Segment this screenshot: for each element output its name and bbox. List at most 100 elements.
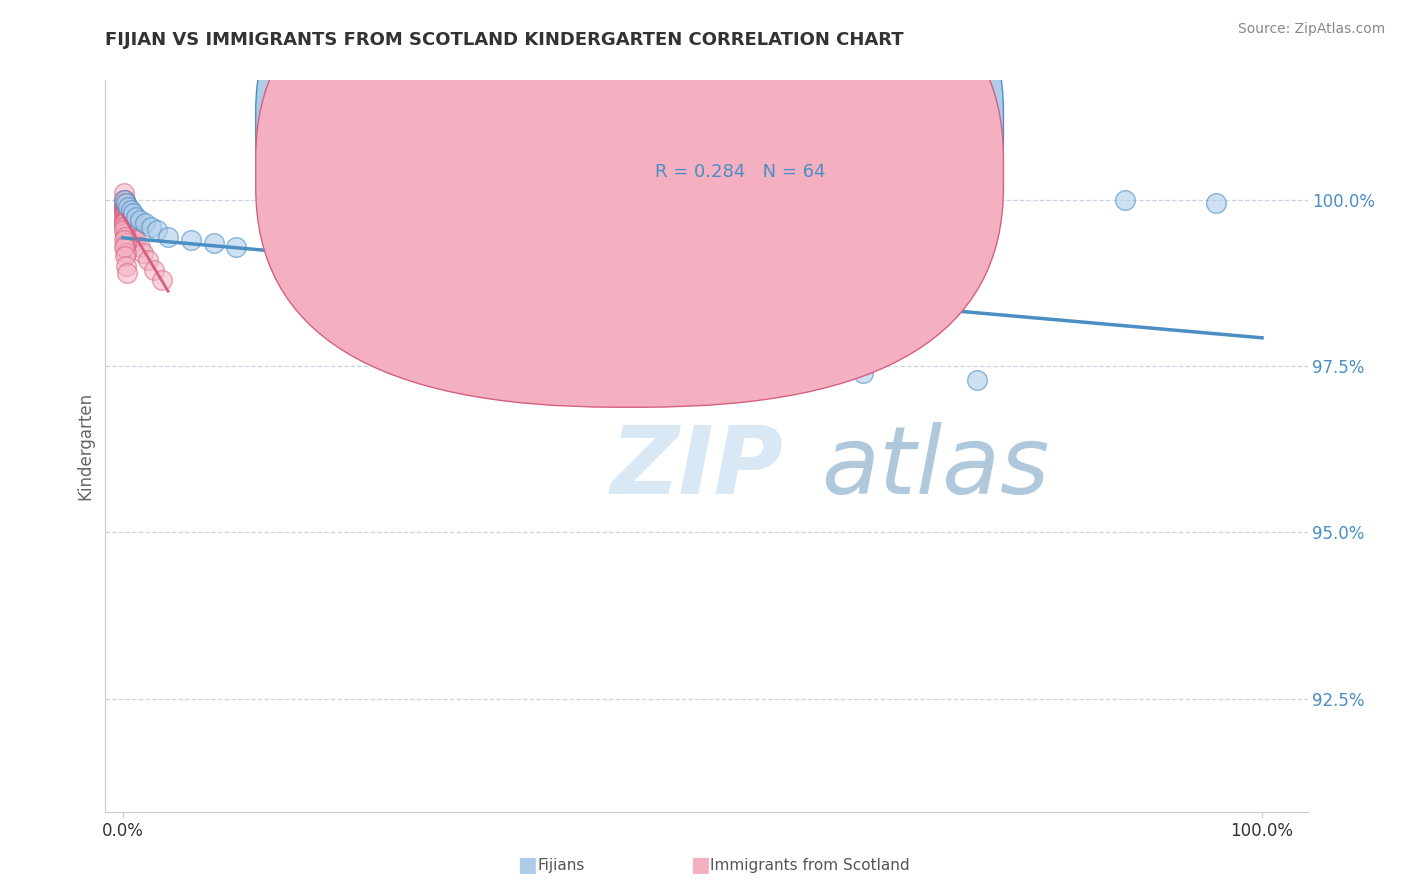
- Point: [125, 210, 148, 224]
- Point: [125, 233, 148, 247]
- Point: [117, 206, 139, 220]
- Point: [114, 193, 136, 207]
- Point: [121, 219, 143, 234]
- Point: [112, 216, 135, 230]
- Point: [852, 366, 875, 380]
- Point: [112, 202, 135, 217]
- Text: ZIP: ZIP: [610, 422, 783, 514]
- Text: R = 0.387   N = 25: R = 0.387 N = 25: [655, 118, 825, 136]
- Point: [1205, 196, 1227, 211]
- Point: [202, 236, 225, 251]
- Point: [112, 210, 135, 224]
- Point: [114, 200, 136, 214]
- Point: [115, 233, 138, 247]
- Point: [114, 229, 136, 244]
- Point: [122, 223, 145, 237]
- Point: [120, 219, 142, 234]
- Point: [114, 226, 136, 240]
- Point: [120, 213, 142, 227]
- Point: [112, 213, 135, 227]
- Point: [112, 216, 135, 230]
- Point: [966, 372, 988, 386]
- Point: [128, 239, 150, 253]
- Point: [128, 213, 150, 227]
- FancyBboxPatch shape: [256, 0, 1004, 362]
- Point: [112, 186, 135, 201]
- Point: [114, 202, 136, 217]
- Point: [115, 266, 138, 280]
- Point: [136, 252, 159, 267]
- Point: [157, 229, 180, 244]
- Point: [112, 206, 135, 220]
- Text: Immigrants from Scotland: Immigrants from Scotland: [710, 858, 910, 872]
- Point: [118, 216, 141, 230]
- Point: [738, 356, 761, 370]
- Text: atlas: atlas: [821, 423, 1049, 514]
- Point: [114, 196, 136, 211]
- Point: [115, 210, 138, 224]
- Point: [339, 293, 361, 307]
- Point: [115, 246, 138, 260]
- Point: [115, 202, 138, 217]
- Point: [121, 223, 143, 237]
- Point: [114, 239, 136, 253]
- Point: [1114, 193, 1136, 207]
- Point: [112, 193, 135, 207]
- FancyBboxPatch shape: [599, 95, 929, 211]
- Text: R = 0.284   N = 64: R = 0.284 N = 64: [655, 162, 825, 181]
- Point: [112, 239, 135, 253]
- Point: [117, 210, 139, 224]
- Point: [396, 310, 419, 324]
- Point: [145, 223, 167, 237]
- Point: [112, 200, 135, 214]
- Point: [121, 216, 143, 230]
- Point: [132, 246, 155, 260]
- Point: [122, 229, 145, 244]
- Point: [114, 250, 136, 264]
- Text: ■: ■: [690, 855, 710, 875]
- Point: [117, 200, 139, 214]
- Point: [112, 233, 135, 247]
- Point: [180, 233, 202, 247]
- Point: [112, 193, 135, 207]
- Point: [681, 352, 703, 367]
- FancyBboxPatch shape: [256, 0, 1004, 408]
- Text: Source: ZipAtlas.com: Source: ZipAtlas.com: [1237, 22, 1385, 37]
- Point: [112, 223, 135, 237]
- Point: [115, 210, 138, 224]
- Point: [121, 206, 143, 220]
- Text: FIJIAN VS IMMIGRANTS FROM SCOTLAND KINDERGARTEN CORRELATION CHART: FIJIAN VS IMMIGRANTS FROM SCOTLAND KINDE…: [105, 31, 904, 49]
- Point: [112, 196, 135, 211]
- Point: [453, 326, 475, 340]
- Point: [139, 219, 162, 234]
- Point: [115, 196, 138, 211]
- Point: [118, 210, 141, 224]
- Point: [115, 206, 138, 220]
- Point: [114, 202, 136, 217]
- Point: [294, 250, 316, 264]
- Point: [225, 239, 247, 253]
- Point: [120, 202, 142, 217]
- Point: [112, 200, 135, 214]
- Text: Fijians: Fijians: [537, 858, 585, 872]
- Point: [115, 200, 138, 214]
- Point: [115, 260, 138, 274]
- Point: [114, 196, 136, 211]
- Point: [112, 202, 135, 217]
- Point: [567, 339, 589, 353]
- Point: [112, 219, 135, 234]
- Point: [134, 216, 156, 230]
- Point: [117, 213, 139, 227]
- Point: [115, 202, 138, 217]
- Point: [112, 193, 135, 207]
- Point: [121, 226, 143, 240]
- Point: [114, 210, 136, 224]
- Point: [152, 273, 174, 287]
- Point: [114, 206, 136, 220]
- Text: ■: ■: [517, 855, 537, 875]
- Point: [115, 236, 138, 251]
- Point: [112, 196, 135, 211]
- Point: [114, 200, 136, 214]
- Point: [115, 196, 138, 211]
- Point: [143, 262, 166, 277]
